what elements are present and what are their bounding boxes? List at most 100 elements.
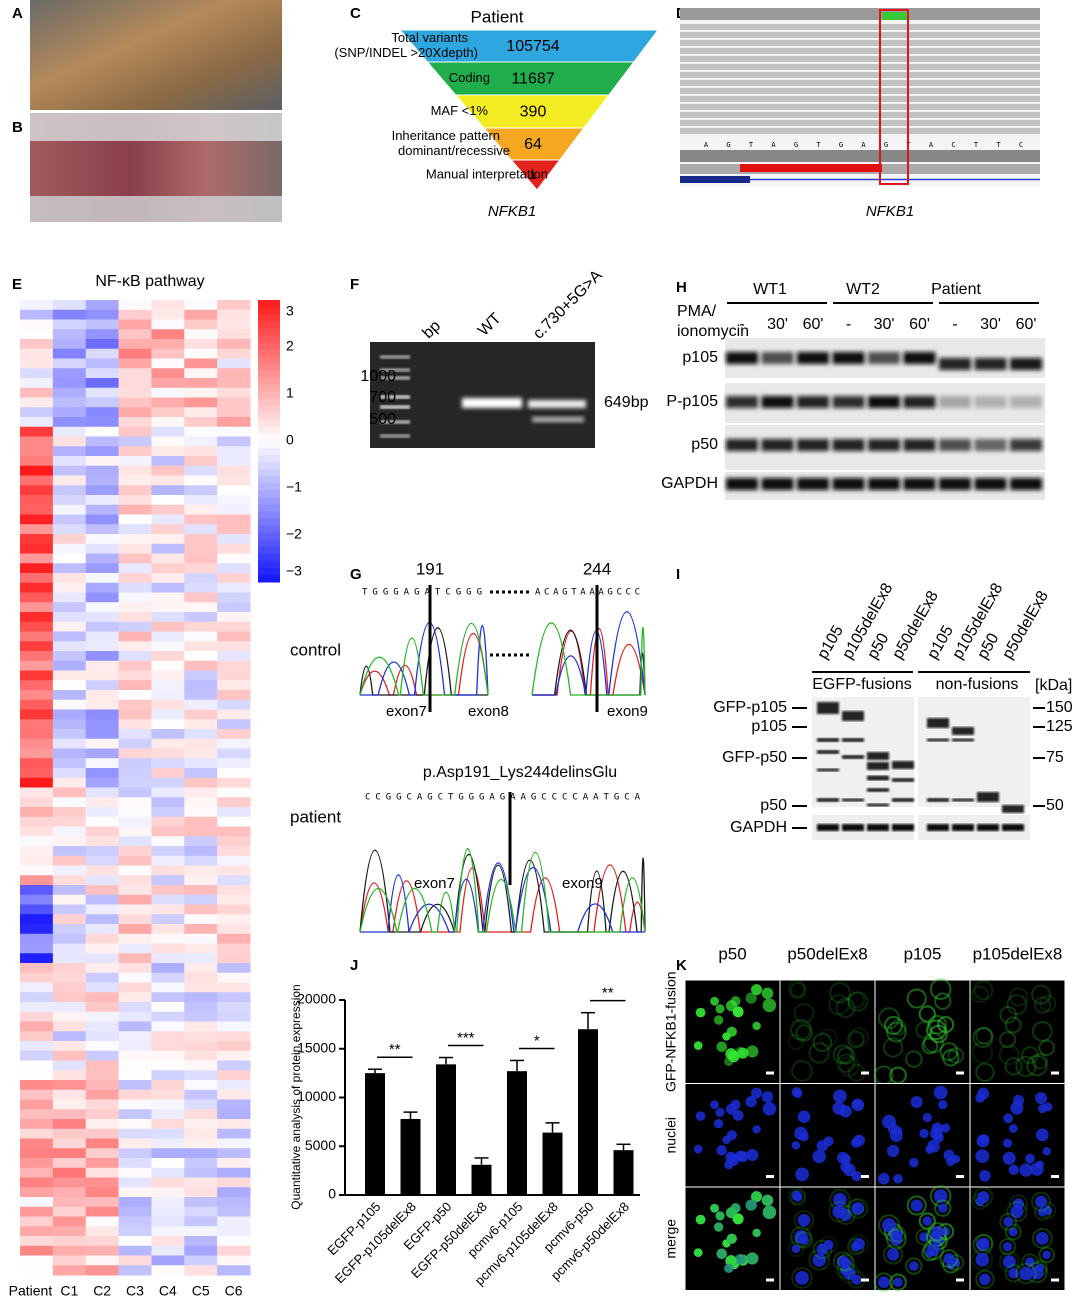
heatmap-cell	[85, 885, 120, 896]
lane-label: 30'	[767, 316, 788, 333]
blot-band	[832, 478, 865, 490]
heatmap-cell	[151, 407, 185, 418]
heatmap-cell	[52, 378, 87, 389]
lane-label: 30'	[874, 316, 895, 333]
nucleus	[752, 1125, 761, 1134]
heatmap-cell	[118, 621, 152, 632]
heatmap-cell	[151, 446, 185, 457]
heatmap-cell	[85, 816, 120, 827]
heatmap-cell	[20, 1002, 54, 1013]
gfp-signal	[726, 1233, 737, 1244]
gfp-signal	[787, 979, 806, 998]
heatmap-cell	[184, 446, 218, 457]
bar	[613, 1150, 634, 1195]
heatmap-cell	[118, 553, 152, 564]
blot-band	[974, 439, 1007, 451]
heatmap-cell	[217, 563, 251, 574]
heatmap-cell	[118, 329, 152, 340]
colorbar-segment	[258, 490, 280, 498]
gel-ladder-band	[380, 395, 410, 399]
heatmap-cell	[20, 865, 54, 876]
heatmap-cell	[217, 1245, 251, 1256]
heatmap-cell	[118, 563, 152, 574]
nucleus	[832, 1101, 846, 1115]
heatmap-cell	[52, 553, 87, 564]
heatmap-cell	[20, 1226, 54, 1237]
heatmap-cell	[184, 368, 218, 379]
micrograph	[779, 979, 876, 1084]
heatmap-cell	[151, 729, 185, 740]
scale-bar	[766, 1278, 774, 1282]
gfp-signal	[849, 1234, 869, 1254]
heatmap-cell	[151, 1099, 185, 1110]
heatmap-cell	[52, 855, 87, 866]
heatmap-cell	[118, 1148, 152, 1159]
colorbar-segment	[258, 391, 280, 400]
heatmap-cell	[217, 924, 251, 935]
heatmap-cell	[85, 495, 120, 506]
heatmap-cell	[217, 397, 251, 408]
blot-band	[842, 798, 864, 802]
blot-band	[868, 352, 900, 364]
gfp-signal	[1006, 1201, 1028, 1223]
heatmap-cell	[20, 924, 54, 935]
blot-band	[797, 439, 829, 451]
heatmap-cell	[85, 309, 120, 320]
nucleus	[823, 1239, 834, 1250]
heatmap-cell	[118, 1187, 152, 1198]
heatmap-cell	[217, 582, 251, 593]
heatmap-cell	[151, 1148, 185, 1159]
igv-base: G	[794, 141, 798, 149]
heatmap-cell	[52, 1255, 87, 1266]
heatmap-cell	[20, 475, 54, 486]
heatmap-cell	[52, 680, 87, 691]
heatmap-cell	[118, 1216, 152, 1227]
nucleus	[979, 1273, 991, 1285]
heatmap-cell	[52, 846, 87, 857]
nucleus	[927, 1139, 940, 1153]
heatmap-cell	[85, 1236, 120, 1247]
heatmap-cell	[20, 729, 54, 740]
heatmap-cell	[85, 680, 120, 691]
heatmap-cell	[184, 309, 218, 320]
nucleus	[979, 1170, 991, 1182]
igv-read	[680, 24, 1040, 30]
heatmap-cell	[118, 680, 152, 691]
heatmap-cell	[217, 641, 251, 652]
heatmap-cell	[184, 963, 218, 974]
colorbar-tick-label: −3	[286, 563, 302, 579]
blot-band	[927, 798, 949, 802]
gfp-signal	[1015, 1055, 1037, 1078]
gfp-signal	[975, 1233, 994, 1252]
heatmap-cell	[184, 709, 218, 720]
gfp-signal	[1004, 1223, 1022, 1241]
heatmap-cell	[184, 885, 218, 896]
blot-band	[1010, 478, 1042, 490]
nucleus	[877, 1172, 890, 1185]
colorbar-segment	[258, 328, 280, 336]
heatmap-cell	[184, 699, 218, 710]
panel-letter: I	[676, 566, 680, 583]
heatmap-cell	[85, 1226, 120, 1237]
heatmap-cell	[20, 738, 54, 749]
igv-read	[680, 64, 1040, 70]
heatmap-cell	[184, 1255, 218, 1266]
heatmap-cell	[184, 1236, 218, 1247]
heatmap-cell	[118, 1089, 152, 1100]
heatmap-cell	[184, 953, 218, 964]
y-tick-label: 15000	[297, 1039, 336, 1055]
gfp-signal	[1026, 1054, 1048, 1077]
nucleus	[841, 1257, 852, 1268]
igv-base: A	[771, 141, 776, 149]
heatmap-cell	[118, 1041, 152, 1052]
row-label: p105	[682, 349, 718, 366]
nucleus	[791, 1141, 801, 1150]
heatmap-cell	[217, 378, 251, 389]
heatmap-cell	[118, 1021, 152, 1032]
lane-label: p50delEx8	[999, 588, 1052, 662]
heatmap-cell	[85, 465, 120, 476]
colorbar-segment	[258, 342, 280, 350]
heatmap-cell	[118, 894, 152, 905]
gfp-signal	[998, 1238, 1017, 1256]
heatmap-cell	[184, 378, 218, 389]
